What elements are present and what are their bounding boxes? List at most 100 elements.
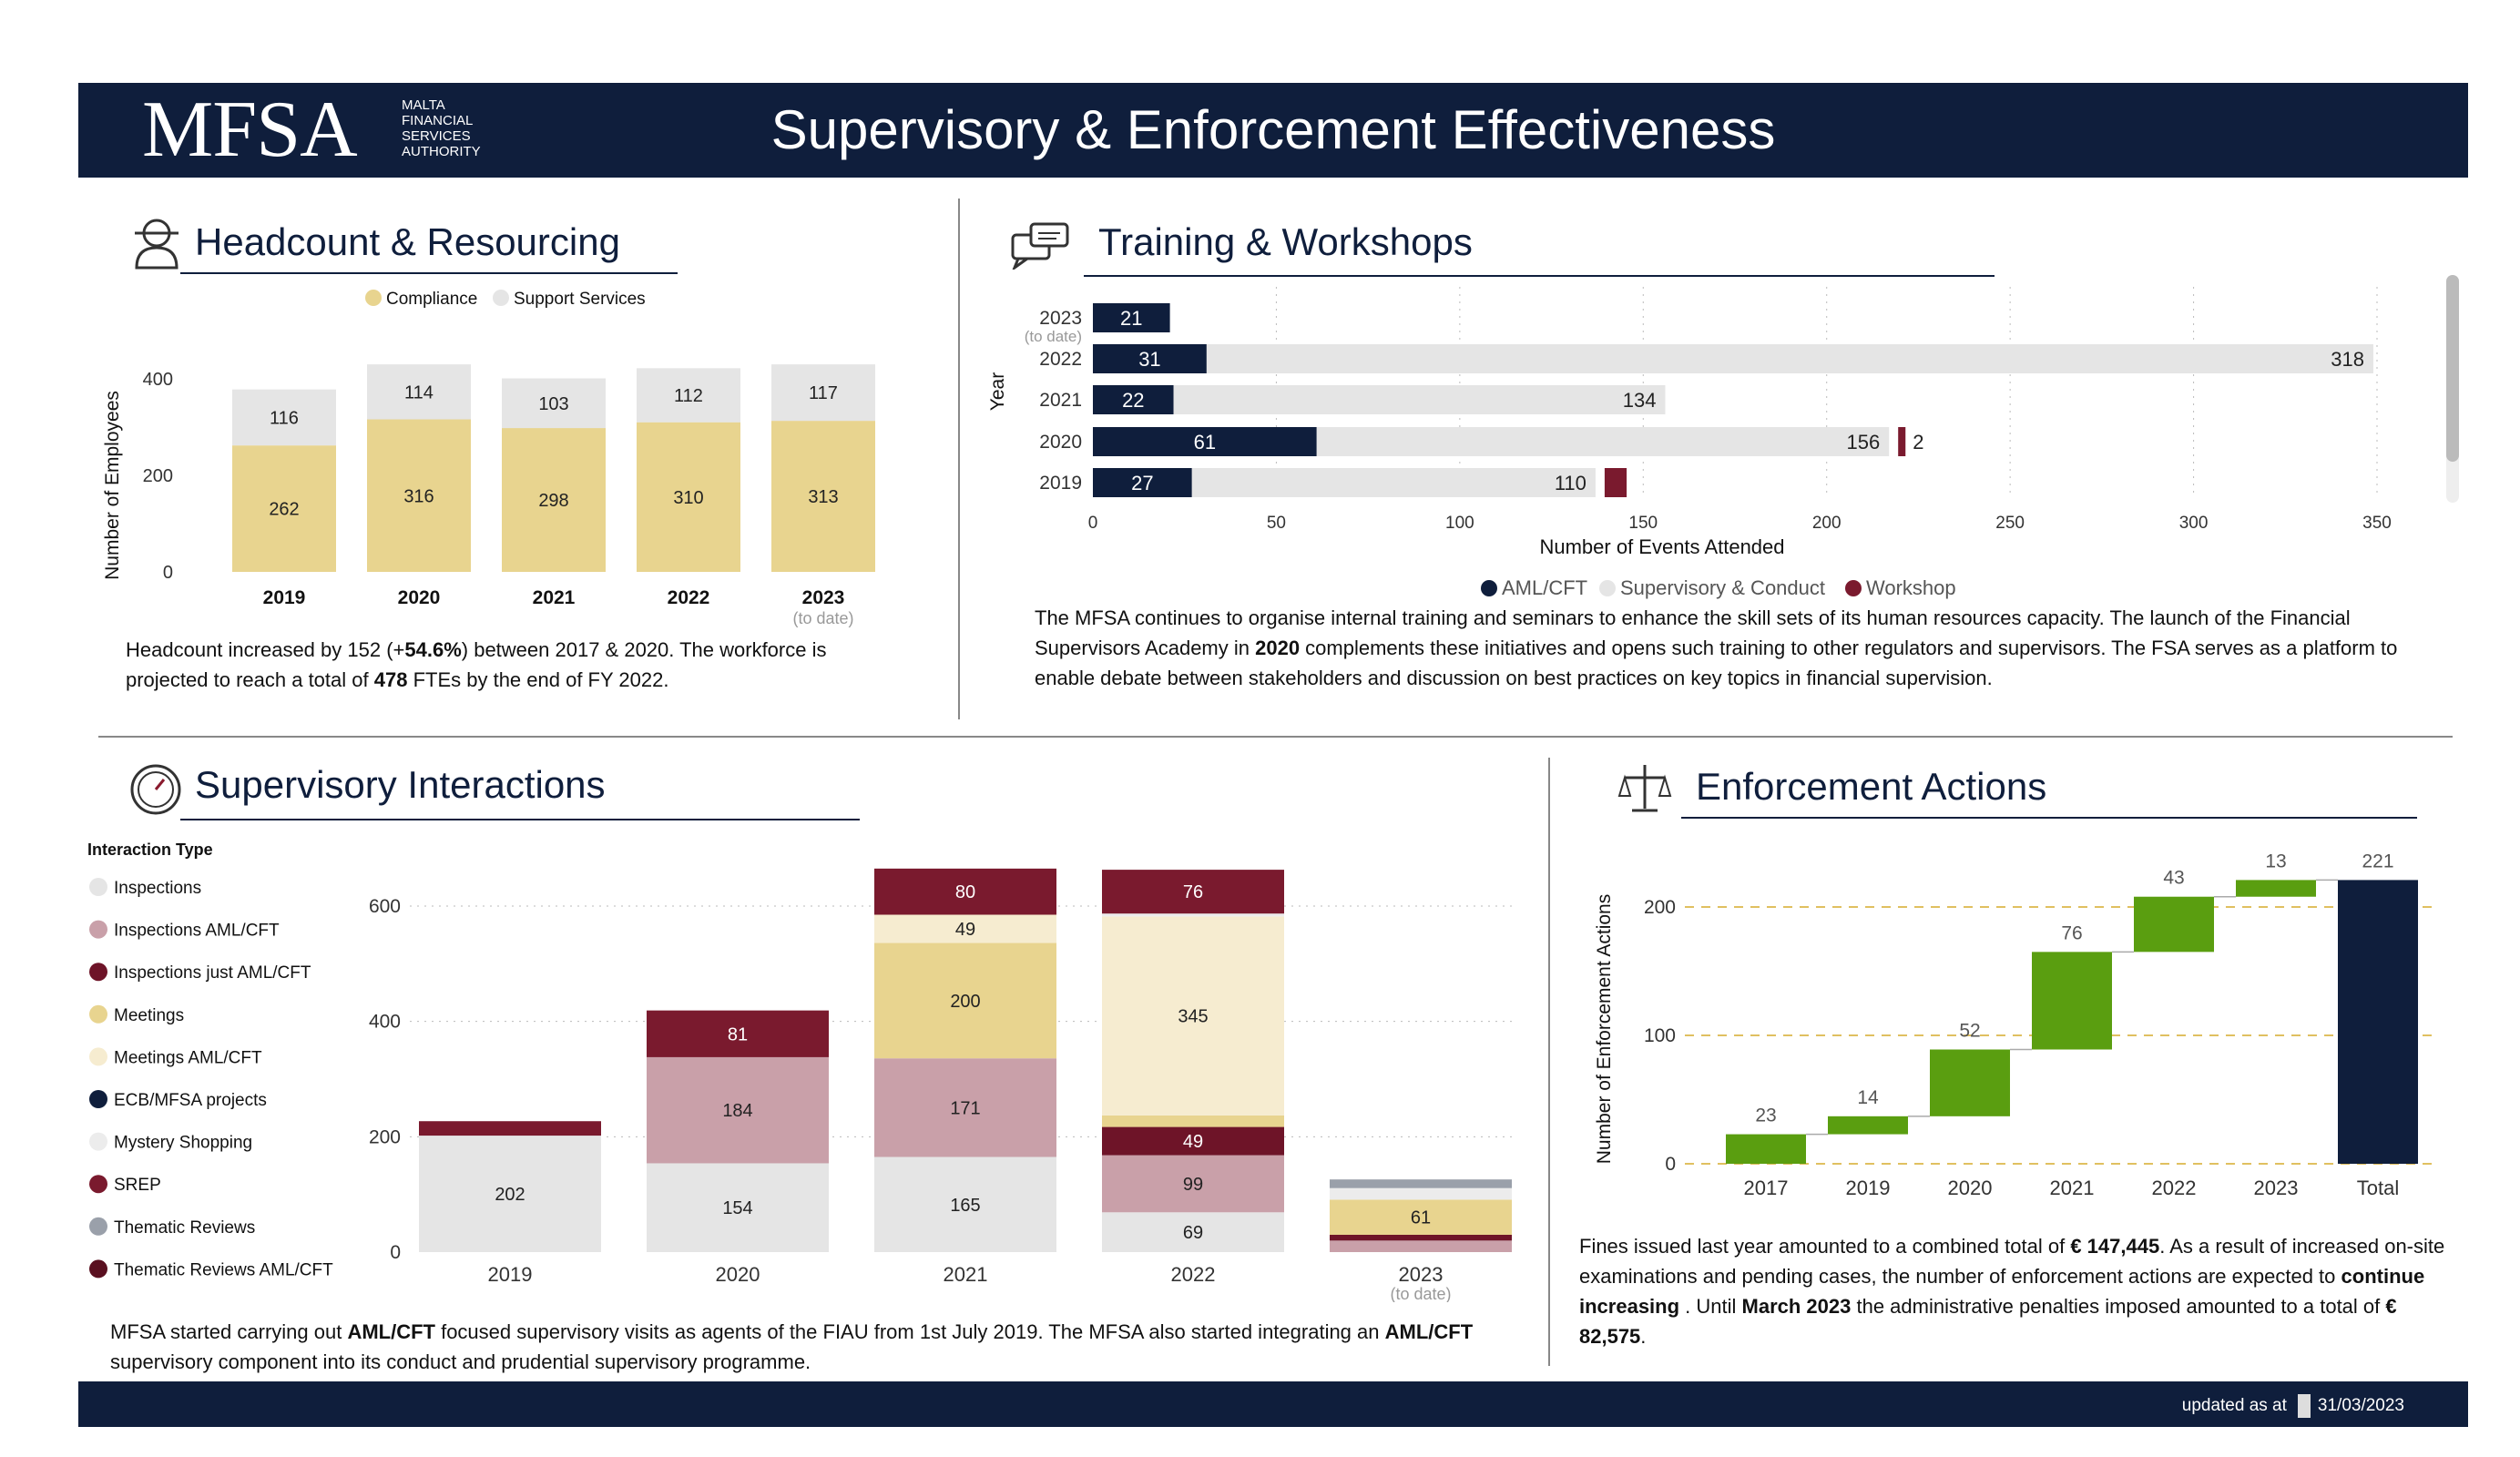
legend-marker <box>89 1004 107 1024</box>
interactions-title-underline <box>180 819 860 820</box>
data-label: 116 <box>270 408 299 428</box>
waterfall-bar <box>1930 1049 2010 1116</box>
data-label: 156 <box>1846 431 1880 453</box>
footer-bar: updated as at 31/03/2023 <box>78 1381 2468 1427</box>
mfsa-logo-subtitle: MALTA FINANCIAL SERVICES AUTHORITY <box>402 97 481 159</box>
bar-segment <box>1316 427 1890 456</box>
data-label: 114 <box>404 382 434 402</box>
data-label: 13 <box>2265 851 2286 871</box>
data-label: 49 <box>955 920 975 940</box>
bar-segment <box>232 389 336 446</box>
waterfall-bar <box>2236 880 2316 897</box>
data-label: 110 <box>1555 472 1586 494</box>
mfsa-logo: MFSA <box>142 86 358 174</box>
data-label: 298 <box>538 491 568 511</box>
bar-segment <box>1102 1126 1284 1156</box>
horizontal-divider <box>98 736 2453 738</box>
headcount-title-underline <box>180 272 678 274</box>
bar-segment <box>1102 1212 1284 1252</box>
bar-segment <box>1102 1115 1284 1127</box>
bar-segment <box>1330 1179 1512 1188</box>
legend-marker <box>89 920 107 939</box>
x-tick-label: 50 <box>1267 514 1286 533</box>
x-tick-label: 2019 <box>263 587 306 608</box>
legend-label: Mystery Shopping <box>114 1134 252 1153</box>
y-tick-label: 0 <box>390 1242 401 1263</box>
bar-segment <box>1173 385 1666 414</box>
y-tick-label: 2020 <box>1039 432 1082 453</box>
x-tick-label: 2020 <box>1948 1177 1993 1199</box>
data-label: 117 <box>809 383 838 403</box>
x-tick-label: 2021 <box>944 1263 988 1286</box>
bar-segment <box>1206 344 2373 373</box>
legend-label: SREP <box>114 1176 161 1195</box>
bar-segment <box>874 1058 1056 1157</box>
enforcement-title: Enforcement Actions <box>1696 765 2047 808</box>
bar-segment <box>1093 427 1317 456</box>
data-label: 262 <box>269 500 299 520</box>
data-label: 313 <box>808 487 838 507</box>
data-label: 69 <box>1183 1223 1203 1243</box>
x-tick-label: 2022 <box>1171 1263 1216 1286</box>
x-axis-label: Number of Events Attended <box>1539 535 1784 558</box>
bar-segment <box>367 419 471 572</box>
data-label: 184 <box>722 1101 752 1121</box>
data-label: 221 <box>2362 851 2393 871</box>
legend-label: Workshop <box>1866 576 1956 599</box>
bar-segment <box>1330 1199 1512 1235</box>
y-tick-label: 2022 <box>1039 349 1082 370</box>
training-scrollbar[interactable] <box>2446 275 2459 503</box>
legend-marker <box>89 1175 107 1194</box>
y-tick-label: 0 <box>163 563 173 583</box>
x-tick-label: 2019 <box>1846 1177 1891 1199</box>
y-tick-label: 200 <box>369 1126 401 1147</box>
bar-segment <box>771 364 875 422</box>
bar-segment <box>419 1136 601 1252</box>
data-label: 165 <box>950 1196 980 1216</box>
data-label: 61 <box>1194 431 1216 453</box>
legend-label: Thematic Reviews AML/CFT <box>114 1260 333 1279</box>
headcount-title: Headcount & Resourcing <box>195 220 620 263</box>
y-tick-label: 2019 <box>1039 473 1082 494</box>
bar-segment <box>1102 1155 1284 1213</box>
x-tick-label: 2017 <box>1744 1177 1789 1199</box>
x-tick-label: 2023 <box>2254 1177 2299 1199</box>
bar-segment <box>874 868 1056 915</box>
legend-label: Support Services <box>514 290 646 309</box>
y-tick-label: 2023 <box>1039 308 1082 329</box>
x-tick-label: 2023 <box>1399 1263 1444 1286</box>
legend-label: Meetings <box>114 1006 184 1025</box>
x-tick-label: 2020 <box>716 1263 760 1286</box>
person-icon <box>131 215 182 270</box>
data-label: 81 <box>728 1024 748 1044</box>
data-label: 14 <box>1857 1087 1879 1108</box>
y-axis-label: Number of Employees <box>102 391 123 580</box>
data-label: 23 <box>1755 1105 1776 1126</box>
bar-segment <box>647 1163 829 1252</box>
x-tick-label: 2020 <box>398 587 441 608</box>
data-label: 134 <box>1623 389 1657 412</box>
y-tick-label: 100 <box>1644 1025 1676 1046</box>
data-label: 310 <box>673 488 703 508</box>
data-label: 171 <box>950 1098 980 1118</box>
scales-icon <box>1617 761 1672 816</box>
bar-segment <box>637 368 740 423</box>
bar-segment <box>874 942 1056 1059</box>
bar-segment <box>1191 468 1596 497</box>
bar-segment <box>1330 1187 1512 1200</box>
training-chart: 0 50 100 150 200 250 300 350 Number of Events At… <box>987 287 2392 599</box>
y-axis-label: Year <box>987 372 1008 411</box>
waterfall-bar <box>1828 1116 1908 1135</box>
bar-segment <box>1102 870 1284 914</box>
data-label: 76 <box>2061 922 2082 943</box>
waterfall-bar <box>2134 896 2214 953</box>
bar-segment <box>771 421 875 572</box>
legend-label: Inspections just AML/CFT <box>114 963 311 983</box>
page-title: Supervisory & Enforcement Effectiveness <box>770 99 1776 160</box>
bar-segment <box>647 1010 829 1057</box>
bar-segment <box>1093 344 1207 373</box>
legend-label: Supervisory & Conduct <box>1620 576 1825 599</box>
gauge-icon <box>129 763 182 816</box>
waterfall-bar <box>2032 952 2112 1050</box>
training-scrollbar-thumb[interactable] <box>2446 275 2459 462</box>
